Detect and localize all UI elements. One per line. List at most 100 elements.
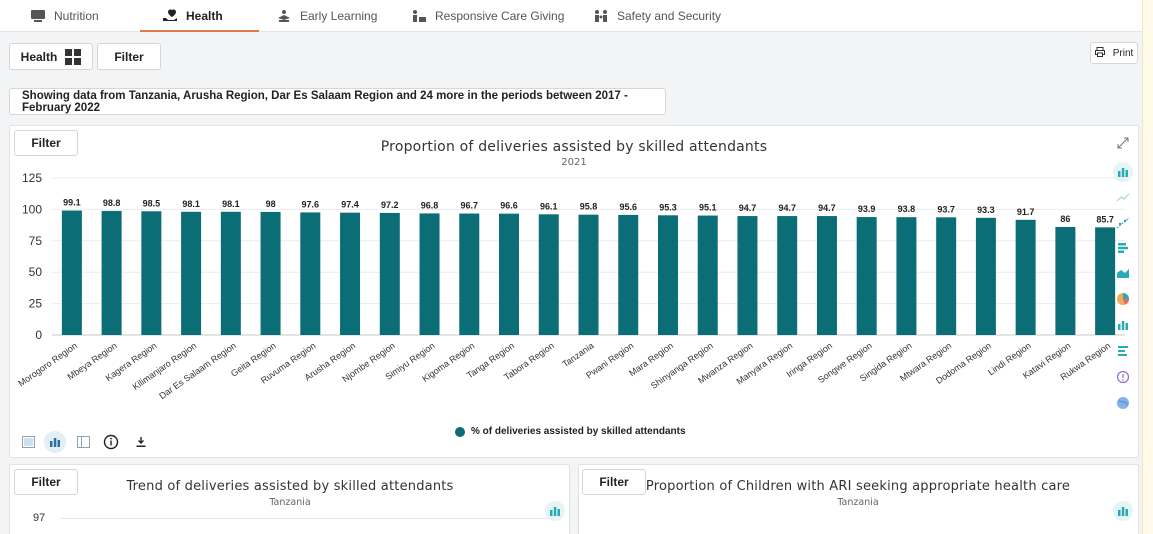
- chart-filter-label: Filter: [31, 136, 61, 150]
- chart-filter-button[interactable]: Filter: [14, 130, 78, 156]
- bar-data-label: 95.3: [659, 202, 677, 212]
- line-chart-icon[interactable]: [1113, 188, 1133, 208]
- y-tick-label: 50: [29, 265, 43, 279]
- tab-label: Early Learning: [300, 9, 378, 23]
- bar-data-label: 94.7: [818, 203, 836, 213]
- bar: [340, 212, 361, 335]
- bar: [1095, 227, 1116, 335]
- area-chart-icon[interactable]: [1113, 263, 1133, 283]
- bar: [101, 210, 122, 335]
- chart-view-icon[interactable]: [44, 431, 66, 453]
- bar-data-label: 98.1: [182, 199, 200, 209]
- print-button[interactable]: Print: [1090, 42, 1138, 64]
- bar: [1055, 226, 1076, 335]
- map-globe-icon[interactable]: [1113, 393, 1133, 413]
- health-dashboard-button[interactable]: Health: [9, 43, 93, 70]
- bar: [657, 215, 678, 335]
- early-learning-icon: [276, 9, 292, 23]
- bar-data-label: 93.8: [898, 204, 916, 214]
- bar-data-label: 86: [1060, 214, 1070, 224]
- bar-data-label: 95.1: [699, 203, 717, 213]
- ari-filter-label: Filter: [599, 475, 629, 489]
- bar-data-label: 91.7: [1017, 207, 1035, 217]
- y-tick-label: 0: [35, 328, 42, 342]
- column-chart-icon[interactable]: [1113, 315, 1133, 335]
- tab-label: Nutrition: [54, 9, 99, 23]
- nutrition-icon: [30, 9, 46, 23]
- bar-data-label: 93.3: [977, 205, 995, 215]
- safety-icon: [593, 9, 609, 23]
- bar: [61, 210, 82, 335]
- bar: [777, 216, 798, 335]
- trend-chart-card: [9, 464, 570, 534]
- download-icon[interactable]: [130, 431, 152, 453]
- bar-data-label: 97.2: [381, 200, 399, 210]
- card-view-icon[interactable]: [17, 431, 39, 453]
- bar: [697, 215, 718, 335]
- chart-subtitle: 2021: [561, 157, 587, 168]
- ari-chart-subtitle: Tanzania: [837, 497, 879, 508]
- bar: [141, 211, 162, 335]
- ari-bar-chart-icon[interactable]: [1113, 501, 1133, 521]
- table-icon[interactable]: [1113, 341, 1133, 361]
- tab-nutrition[interactable]: Nutrition: [30, 0, 99, 32]
- y-tick-label: 75: [29, 234, 43, 248]
- bar-data-label: 96.7: [461, 201, 479, 211]
- bar-data-label: 98.1: [222, 199, 240, 209]
- y-tick-label: 125: [22, 171, 42, 185]
- printer-icon: [1094, 46, 1105, 60]
- info-icon[interactable]: [100, 431, 122, 453]
- tab-safety-and-security[interactable]: Safety and Security: [593, 0, 721, 32]
- bar: [856, 217, 877, 335]
- bar: [300, 212, 321, 335]
- trend-bar-chart-icon[interactable]: [545, 501, 565, 521]
- chart-legend: % of deliveries assisted by skilled atte…: [455, 426, 686, 437]
- horizontal-bar-icon[interactable]: [1113, 238, 1133, 258]
- tab-label: Health: [186, 9, 223, 23]
- bar-data-label: 98.8: [103, 198, 121, 208]
- health-icon: [162, 9, 178, 23]
- chart-title: Proportion of deliveries assisted by ski…: [380, 139, 768, 155]
- trend-filter-button[interactable]: Filter: [14, 469, 78, 495]
- bar-data-label: 96.8: [421, 200, 439, 210]
- window-edge: [1142, 0, 1153, 534]
- trend-chart-title: Trend of deliveries assisted by skilled …: [126, 479, 454, 494]
- tab-health[interactable]: Health: [140, 0, 259, 32]
- top-tab-bar: Nutrition Health Early Learning Responsi…: [0, 0, 1153, 32]
- bar: [459, 213, 480, 335]
- bar-data-label: 97.6: [302, 199, 320, 209]
- bar-data-label: 99.1: [63, 198, 81, 208]
- bar-data-label: 96.6: [500, 201, 518, 211]
- tab-label: Responsive Care Giving: [435, 9, 565, 23]
- filter-button-label: Filter: [114, 49, 144, 64]
- bar-data-label: 93.9: [858, 204, 876, 214]
- bar: [538, 214, 559, 335]
- expand-icon[interactable]: [1113, 133, 1133, 153]
- bar-data-label: 85.7: [1096, 214, 1114, 224]
- bar-data-label: 95.8: [580, 202, 598, 212]
- trend-y-tick: 97: [33, 512, 46, 524]
- top-filter-button[interactable]: Filter: [97, 43, 161, 70]
- bar: [220, 211, 241, 335]
- bar-data-label: 95.6: [619, 202, 637, 212]
- bar: [379, 212, 400, 335]
- bar-data-label: 96.1: [540, 201, 558, 211]
- bar: [260, 211, 281, 335]
- trend-gridline: [60, 518, 550, 519]
- legend-swatch: [455, 426, 465, 437]
- bar-data-label: 94.7: [778, 203, 796, 213]
- bar: [618, 214, 639, 335]
- bar-chart-icon[interactable]: [1113, 162, 1133, 182]
- scatter-chart-icon[interactable]: [1113, 213, 1133, 233]
- x-tick-label: Tanzania: [560, 340, 595, 369]
- bar: [896, 217, 917, 335]
- bar: [936, 217, 957, 335]
- pie-chart-icon[interactable]: [1113, 289, 1133, 309]
- tab-label: Safety and Security: [617, 9, 722, 23]
- info-circle-icon[interactable]: [1113, 367, 1133, 387]
- table-view-icon[interactable]: [72, 431, 94, 453]
- ari-filter-button[interactable]: Filter: [582, 469, 646, 495]
- tab-responsive-care-giving[interactable]: Responsive Care Giving: [411, 0, 564, 32]
- bar: [578, 214, 599, 335]
- tab-early-learning[interactable]: Early Learning: [276, 0, 377, 32]
